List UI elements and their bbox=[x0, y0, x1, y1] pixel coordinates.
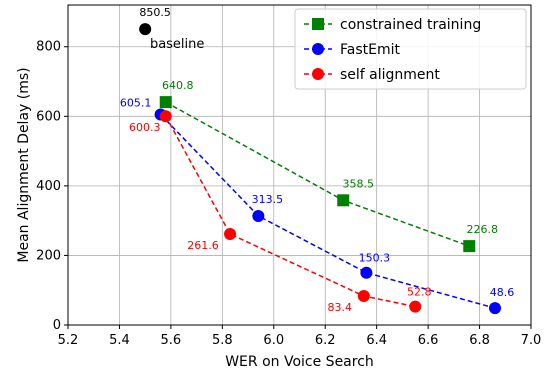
self-alignment-point bbox=[409, 300, 422, 313]
y-tick-label: 200 bbox=[36, 248, 61, 263]
y-tick-label: 600 bbox=[36, 109, 61, 124]
x-tick-label: 5.6 bbox=[161, 333, 182, 348]
constrained-training-point bbox=[463, 240, 476, 253]
constrained-training-point bbox=[159, 96, 172, 109]
series-layer bbox=[139, 23, 501, 315]
x-tick-label: 6.6 bbox=[418, 333, 439, 348]
baseline-point bbox=[139, 23, 152, 36]
fastemit-data-label: 150.3 bbox=[359, 252, 391, 265]
constrained-training-point bbox=[337, 194, 350, 207]
x-tick-label: 6.4 bbox=[366, 333, 387, 348]
self-alignment-point bbox=[224, 228, 237, 241]
fastemit-point bbox=[360, 266, 373, 279]
data-labels: 640.8 358.5 226.8 605.1 313.5 150.3 48.6 600.3 2… bbox=[120, 6, 514, 314]
y-tick-label: 0 bbox=[53, 318, 61, 333]
fastemit-point bbox=[488, 302, 501, 315]
x-tick-label: 5.8 bbox=[212, 333, 233, 348]
constrained-training-data-label: 226.8 bbox=[467, 223, 499, 236]
x-tick-label: 5.2 bbox=[58, 333, 79, 348]
fastemit-data-label: 48.6 bbox=[490, 286, 515, 299]
legend-marker-self-alignment bbox=[312, 68, 324, 80]
y-tick-label: 800 bbox=[36, 40, 61, 55]
fastemit-line bbox=[160, 114, 496, 309]
self-alignment-point bbox=[357, 289, 370, 302]
x-tick-label: 6.8 bbox=[469, 333, 490, 348]
legend-label-fastemit: FastEmit bbox=[340, 42, 401, 58]
constrained-training-data-label: 640.8 bbox=[162, 79, 194, 92]
x-tick-label: 5.4 bbox=[109, 333, 130, 348]
baseline-value-label: 850.5 bbox=[139, 6, 171, 19]
y-axis-label: Mean Alignment Delay (ms) bbox=[16, 67, 32, 262]
baseline-label: baseline bbox=[150, 37, 204, 52]
legend-label-self-alignment: self alignment bbox=[340, 67, 440, 83]
constrained-training-data-label: 358.5 bbox=[342, 177, 374, 190]
x-tick-label: 6.2 bbox=[315, 333, 336, 348]
fastemit-data-label: 313.5 bbox=[252, 193, 284, 206]
self-alignment-data-label: 261.6 bbox=[187, 239, 219, 252]
x-tick-label: 6.0 bbox=[263, 333, 284, 348]
legend-marker-fastemit bbox=[312, 43, 324, 55]
legend-marker-constrained-training bbox=[312, 18, 324, 30]
self-alignment-line bbox=[165, 115, 416, 308]
self-alignment-data-label: 83.4 bbox=[328, 301, 353, 314]
y-tick-label: 400 bbox=[36, 179, 61, 194]
x-tick-label: 7.0 bbox=[521, 333, 542, 348]
self-alignment-point bbox=[159, 110, 172, 123]
plot-frame bbox=[67, 4, 532, 326]
self-alignment-data-label: 600.3 bbox=[129, 121, 161, 134]
fastemit-point bbox=[252, 209, 265, 222]
legend: constrained training FastEmit self alignme… bbox=[294, 8, 527, 90]
self-alignment-data-label: 52.8 bbox=[407, 286, 432, 299]
legend-box bbox=[294, 8, 527, 90]
legend-label-constrained-training: constrained training bbox=[340, 17, 481, 33]
ticks: 5.2 5.4 5.6 5.8 6.0 6.2 6.4 6.6 6.8 7.0 0 200 400 600… bbox=[36, 40, 541, 348]
x-axis-label: WER on Voice Search bbox=[225, 354, 374, 370]
fastemit-data-label: 605.1 bbox=[120, 97, 152, 110]
